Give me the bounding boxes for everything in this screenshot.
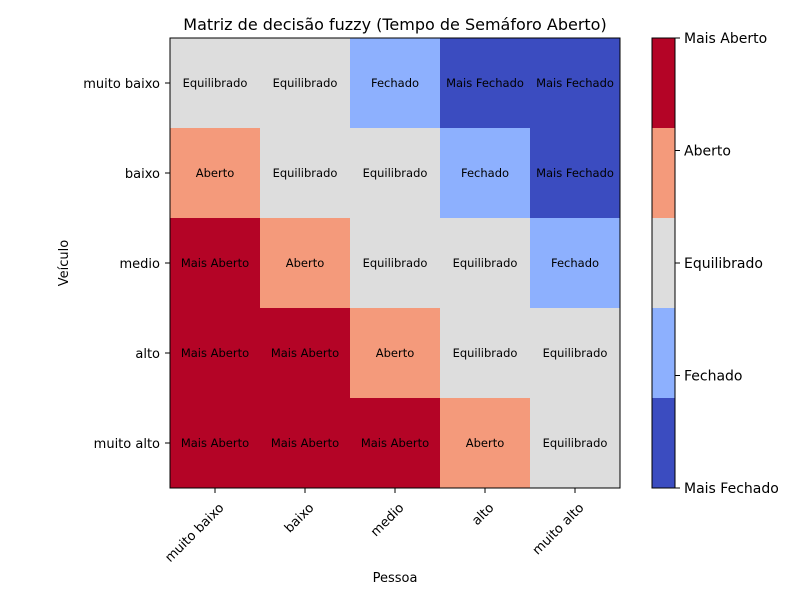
colorbar-segment: [652, 38, 675, 128]
x-tick-label: alto: [469, 501, 497, 529]
colorbar-label: Fechado: [684, 369, 743, 385]
colorbar-label: Mais Aberto: [684, 31, 767, 47]
cell-label: Equilibrado: [363, 256, 428, 270]
cell-label: Mais Aberto: [181, 346, 249, 360]
cell-label: Mais Aberto: [271, 436, 339, 450]
heatmap-cell: [170, 308, 260, 398]
y-tick-label: alto: [135, 347, 160, 362]
cell-label: Equilibrado: [453, 346, 518, 360]
y-tick-label: medio: [120, 257, 161, 272]
heatmap-cell: [440, 398, 530, 488]
cell-label: Mais Fechado: [446, 76, 524, 90]
colorbar-segment: [652, 218, 675, 308]
cell-label: Aberto: [376, 346, 415, 360]
heatmap-cell: [530, 308, 620, 398]
cell-label: Equilibrado: [273, 76, 338, 90]
cell-label: Mais Aberto: [181, 256, 249, 270]
cell-label: Fechado: [551, 256, 599, 270]
heatmap-cell: [530, 38, 620, 128]
colorbar-segment: [652, 398, 675, 488]
y-tick-label: muito alto: [94, 437, 160, 452]
cell-label: Mais Aberto: [181, 436, 249, 450]
colorbar-label: Mais Fechado: [684, 481, 779, 497]
heatmap-cells: Equilibrado Equilibrado Fechado Mais Fechad…: [170, 38, 620, 488]
heatmap-cell: [350, 128, 440, 218]
heatmap-cell: [260, 308, 350, 398]
heatmap-cell: [440, 308, 530, 398]
x-tick-label: medio: [368, 501, 407, 540]
x-tick-label: muito baixo: [162, 501, 227, 566]
heatmap-cell: [260, 218, 350, 308]
colorbar-label: Aberto: [684, 144, 731, 160]
y-axis-ticks: muito baixo baixo medio alto muito alto: [83, 77, 170, 452]
colorbar-label: Equilibrado: [684, 256, 763, 272]
heatmap-cell: [350, 308, 440, 398]
heatmap-cell: [170, 218, 260, 308]
heatmap-cell: [170, 398, 260, 488]
heatmap-cell: [170, 128, 260, 218]
cell-label: Mais Aberto: [271, 346, 339, 360]
cell-label: Aberto: [196, 166, 235, 180]
x-tick-label: baixo: [282, 501, 317, 536]
colorbar-segment: [652, 308, 675, 398]
cell-label: Mais Aberto: [361, 436, 429, 450]
y-axis-label: Veículo: [57, 240, 72, 286]
cell-label: Equilibrado: [183, 76, 248, 90]
cell-label: Fechado: [461, 166, 509, 180]
chart-title: Matriz de decisão fuzzy (Tempo de Semáfo…: [183, 15, 606, 34]
colorbar: Mais Aberto Aberto Equilibrado Fechado Mais …: [651, 31, 779, 497]
colorbar-segment: [652, 128, 675, 218]
heatmap-cell: [350, 218, 440, 308]
heatmap-cell: [440, 218, 530, 308]
heatmap-cell: [440, 128, 530, 218]
heatmap-cell: [530, 128, 620, 218]
x-tick-label: muito alto: [530, 501, 588, 559]
heatmap-cell: [440, 38, 530, 128]
x-axis-label: Pessoa: [373, 571, 418, 586]
heatmap-cell: [260, 398, 350, 488]
cell-label: Equilibrado: [453, 256, 518, 270]
x-axis-ticks: muito baixo baixo medio alto muito alto: [162, 488, 587, 566]
cell-label: Equilibrado: [543, 346, 608, 360]
cell-label: Aberto: [286, 256, 325, 270]
cell-label: Mais Fechado: [536, 166, 614, 180]
cell-label: Fechado: [371, 76, 419, 90]
cell-label: Equilibrado: [543, 436, 608, 450]
heatmap-cell: [350, 398, 440, 488]
y-tick-label: muito baixo: [83, 77, 160, 92]
y-tick-label: baixo: [125, 167, 160, 182]
cell-label: Aberto: [466, 436, 505, 450]
heatmap-cell: [530, 398, 620, 488]
heatmap-cell: [260, 38, 350, 128]
heatmap-cell: [350, 38, 440, 128]
heatmap-cell: [530, 218, 620, 308]
cell-label: Equilibrado: [363, 166, 428, 180]
cell-label: Mais Fechado: [536, 76, 614, 90]
cell-label: Equilibrado: [273, 166, 338, 180]
heatmap-cell: [260, 128, 350, 218]
heatmap-cell: [170, 38, 260, 128]
